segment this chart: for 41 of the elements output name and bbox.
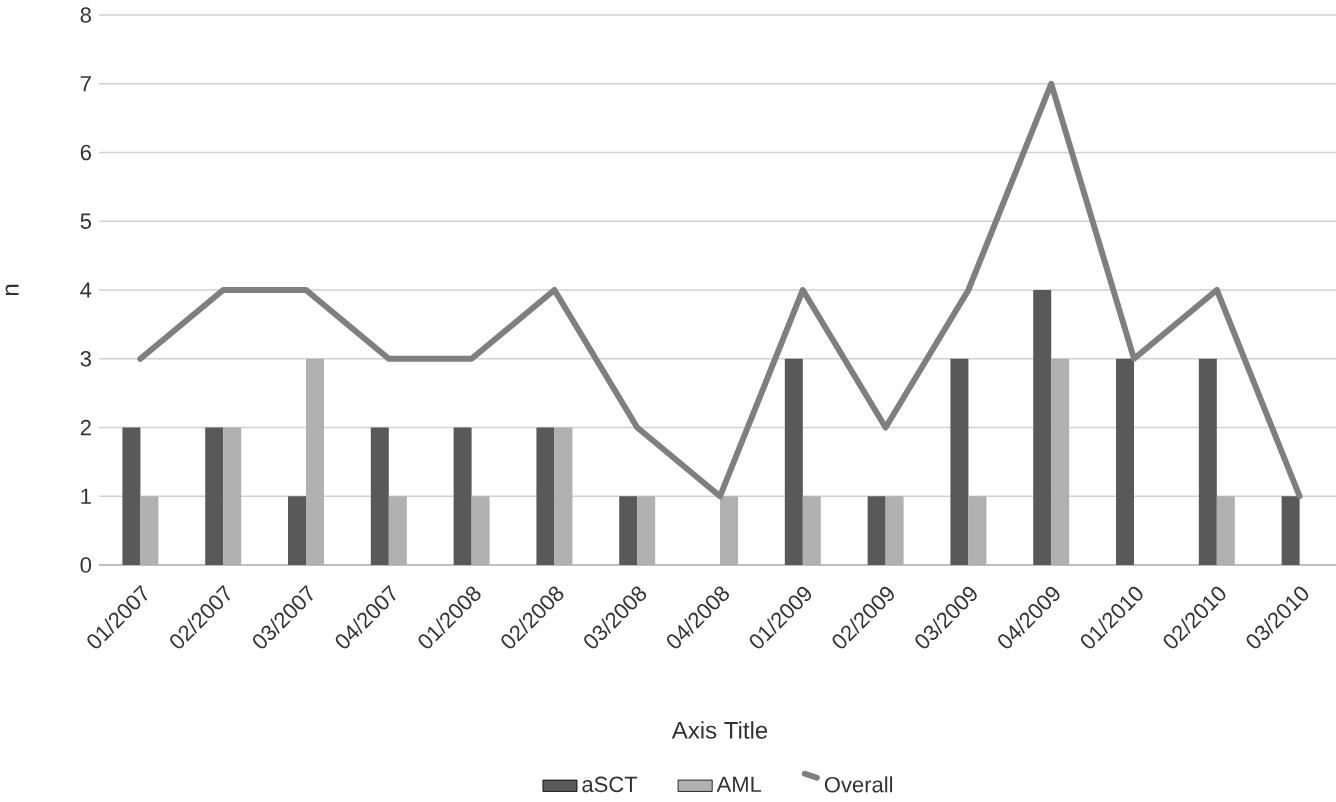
bar: [388, 496, 407, 565]
legend-label: Overall: [824, 776, 893, 793]
bar: [1281, 496, 1300, 565]
bar: [885, 496, 904, 565]
bar: [1216, 496, 1235, 565]
bar: [536, 427, 555, 565]
y-tick-label: 6: [80, 144, 91, 161]
bar: [288, 496, 307, 565]
bar: [1198, 358, 1217, 565]
bar: [720, 496, 739, 565]
legend-label: AML: [716, 776, 762, 792]
y-tick-label: 0: [80, 557, 92, 573]
bar: [802, 496, 821, 565]
x-axis-title: Axis Title: [671, 721, 768, 739]
bar: [1033, 289, 1052, 565]
bar: [784, 358, 803, 565]
bar: [950, 358, 969, 565]
y-tick-label: 7: [80, 76, 91, 92]
bar: [370, 427, 389, 565]
bar: [140, 496, 159, 565]
bar: [867, 496, 886, 565]
bar: [554, 427, 573, 565]
y-axis-title: n: [5, 284, 19, 296]
y-tick-label: 3: [80, 350, 91, 367]
bar: [968, 496, 987, 565]
y-tick-label: 2: [80, 419, 91, 436]
bar: [453, 427, 472, 565]
bar: [205, 427, 224, 565]
bar: [637, 496, 656, 565]
y-tick-label: 5: [80, 213, 91, 229]
bar: [122, 427, 141, 565]
bar: [619, 496, 638, 565]
bar: [1051, 358, 1070, 565]
legend-label: aSCT: [582, 776, 638, 793]
bar: [223, 427, 242, 565]
bar: [306, 358, 324, 565]
bar: [471, 496, 490, 565]
y-tick-label: 8: [80, 7, 91, 23]
y-tick-label: 4: [80, 282, 92, 298]
bar: [1116, 358, 1135, 565]
y-tick-label: 1: [81, 488, 91, 504]
